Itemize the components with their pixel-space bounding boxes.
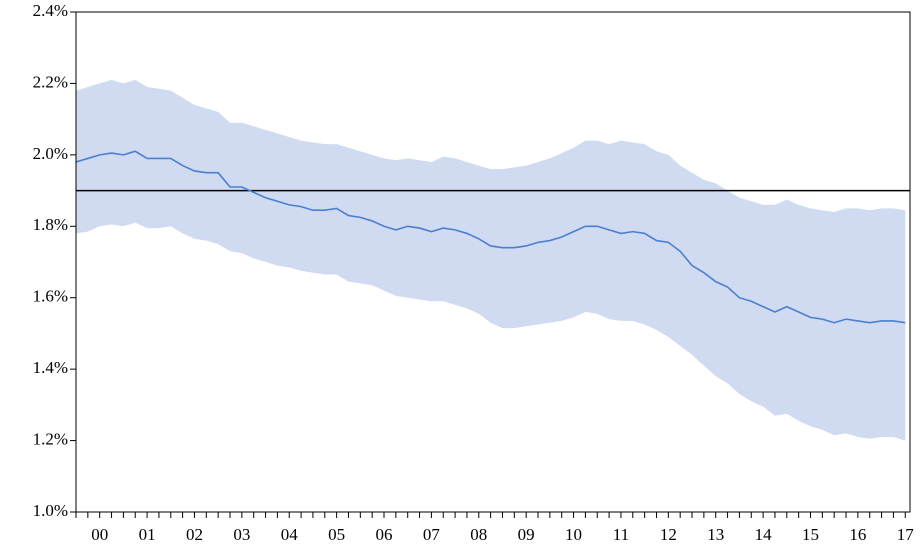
x-tick-label: 07	[423, 525, 441, 544]
confidence-band	[76, 79, 906, 441]
x-tick-label: 15	[802, 525, 819, 544]
y-tick-label: 2.2%	[33, 72, 68, 91]
x-tick-label: 12	[660, 525, 677, 544]
y-tick-label: 1.6%	[33, 287, 68, 306]
x-tick-label: 11	[613, 525, 629, 544]
x-tick-label: 16	[849, 525, 866, 544]
x-tick-label: 03	[233, 525, 250, 544]
y-tick-label: 2.4%	[33, 1, 68, 20]
x-tick-label: 02	[186, 525, 203, 544]
y-tick-label: 1.4%	[33, 358, 68, 377]
x-tick-label: 14	[755, 525, 773, 544]
x-tick-label: 06	[376, 525, 393, 544]
x-tick-label: 08	[470, 525, 487, 544]
plot-frame	[75, 11, 911, 513]
y-tick-label: 1.8%	[33, 215, 68, 234]
y-tick-label: 1.2%	[33, 429, 68, 448]
x-tick-label: 10	[565, 525, 582, 544]
line	[75, 150, 906, 324]
x-tick-label: 17	[897, 525, 915, 544]
x-tick-label: 04	[281, 525, 299, 544]
x-tick-label: 00	[91, 525, 108, 544]
y-tick-label: 1.0%	[33, 501, 68, 520]
y-tick-label: 2.0%	[33, 144, 68, 163]
x-tick-label: 09	[518, 525, 535, 544]
x-tick-label: 13	[707, 525, 724, 544]
x-tick-label: 05	[328, 525, 345, 544]
x-tick-label: 01	[139, 525, 156, 544]
